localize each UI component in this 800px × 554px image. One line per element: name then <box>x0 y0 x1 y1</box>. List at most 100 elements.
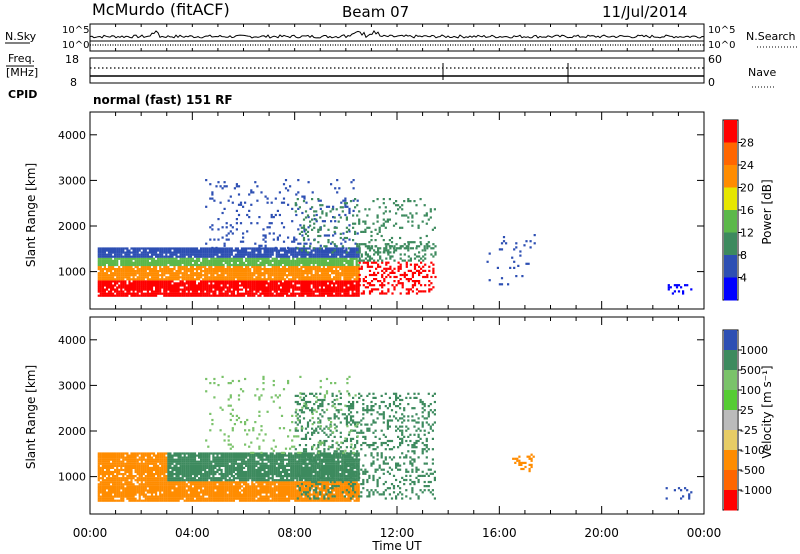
data-cell <box>279 249 282 252</box>
data-cell <box>183 479 186 482</box>
data-cell <box>234 276 237 279</box>
data-cell <box>529 240 532 243</box>
data-cell <box>360 243 363 246</box>
data-cell <box>381 261 384 264</box>
data-cell <box>249 263 252 267</box>
data-cell <box>114 268 117 271</box>
data-cell <box>124 247 127 250</box>
data-cell <box>146 272 149 275</box>
data-cell <box>218 284 221 287</box>
data-cell <box>224 280 227 283</box>
data-cell <box>107 454 111 457</box>
data-cell <box>220 491 223 494</box>
data-cell <box>265 257 268 260</box>
data-cell <box>159 282 162 285</box>
data-cell <box>375 261 378 264</box>
data-cell <box>132 462 135 465</box>
data-cell <box>124 489 127 492</box>
data-cell <box>187 270 190 273</box>
data-cell <box>243 294 246 297</box>
data-cell <box>240 274 244 277</box>
data-cell <box>195 286 199 289</box>
data-cell <box>212 468 215 472</box>
data-cell <box>290 274 293 277</box>
data-cell <box>339 274 342 277</box>
data-cell <box>389 255 392 258</box>
data-cell <box>120 479 123 482</box>
data-cell <box>212 464 215 467</box>
data-cell <box>294 272 297 275</box>
data-cell <box>161 495 164 498</box>
data-cell <box>226 263 229 267</box>
data-cell <box>204 249 207 252</box>
data-cell <box>261 282 264 285</box>
data-cell <box>155 282 158 285</box>
data-cell <box>232 261 235 264</box>
data-cell <box>189 255 192 258</box>
data-cell <box>403 275 406 279</box>
data-cell <box>333 243 336 246</box>
data-cell <box>140 489 143 492</box>
data-cell <box>163 454 166 457</box>
data-cell <box>206 272 209 275</box>
data-cell <box>132 272 135 275</box>
data-cell <box>392 224 396 227</box>
data-cell <box>116 253 119 256</box>
data-cell <box>222 251 225 254</box>
data-cell <box>198 468 201 472</box>
data-cell <box>146 497 149 500</box>
data-cell <box>185 477 188 480</box>
data-cell <box>216 489 219 492</box>
data-cell <box>130 466 133 469</box>
data-cell <box>122 487 125 490</box>
data-cell <box>300 278 303 281</box>
data-cell <box>232 290 235 293</box>
data-cell <box>237 203 241 206</box>
data-cell <box>148 452 151 455</box>
data-cell <box>167 255 170 258</box>
data-cell <box>157 487 160 490</box>
data-cell <box>218 286 221 289</box>
data-cell <box>356 214 359 217</box>
data-cell <box>165 479 168 482</box>
data-cell <box>326 294 330 297</box>
data-cell <box>420 267 423 270</box>
data-cell <box>297 179 300 182</box>
data-cell <box>105 278 109 281</box>
data-cell <box>206 274 209 277</box>
data-cell <box>230 249 233 252</box>
data-cell <box>373 261 376 264</box>
data-cell <box>136 257 139 260</box>
data-cell <box>210 272 213 275</box>
data-cell <box>212 493 215 496</box>
data-cell <box>126 274 129 277</box>
data-cell <box>195 261 199 264</box>
data-cell <box>288 270 291 273</box>
data-cell <box>222 487 225 490</box>
data-cell <box>114 489 117 492</box>
data-cell <box>112 477 115 480</box>
data-cell <box>405 288 408 291</box>
data-cell <box>415 247 418 250</box>
data-cell <box>152 292 156 295</box>
data-cell <box>335 292 338 295</box>
data-cell <box>224 458 227 461</box>
data-cell <box>220 294 223 297</box>
data-cell <box>267 263 270 267</box>
data-cell <box>191 487 194 490</box>
data-cell <box>216 468 219 472</box>
data-cell <box>181 466 184 469</box>
data-cell <box>387 273 390 277</box>
data-cell <box>324 280 328 283</box>
data-cell <box>314 251 317 254</box>
data-cell <box>152 473 156 476</box>
data-cell <box>302 270 305 273</box>
data-cell <box>206 253 209 256</box>
data-cell <box>173 499 176 502</box>
data-cell <box>187 263 190 267</box>
data-cell <box>328 259 332 262</box>
data-cell <box>308 280 311 283</box>
data-cell <box>243 278 246 281</box>
data-cell <box>114 485 117 488</box>
data-cell <box>347 253 350 256</box>
